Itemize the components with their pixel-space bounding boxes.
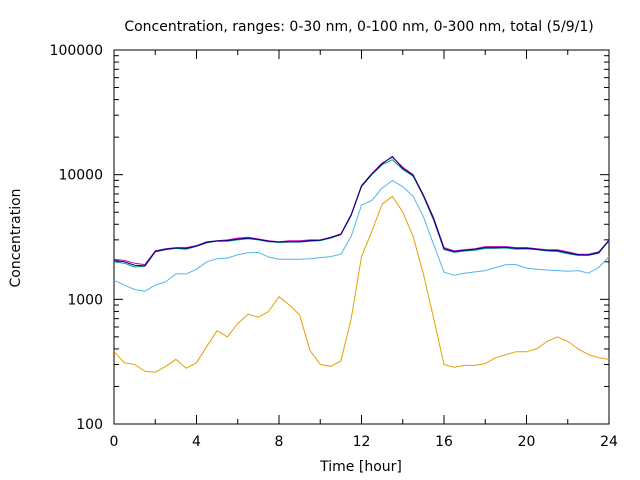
y-axis-label: Concentration: [8, 188, 24, 287]
x-axis-label: Time [hour]: [319, 459, 402, 475]
series-line-3: [113, 159, 610, 268]
chart-title: Concentration, ranges: 0-30 nm, 0-100 nm…: [124, 19, 593, 35]
axis-ticks: [113, 49, 610, 425]
plot-frame: [113, 49, 610, 425]
y-tick-label: 10000: [58, 168, 103, 184]
x-tick-label: 8: [275, 434, 284, 450]
y-tick-label: 1000: [67, 292, 103, 308]
series-line-2: [113, 179, 610, 292]
x-tick-label: 16: [435, 434, 453, 450]
series-line-1: [113, 195, 610, 373]
x-tick-label: 20: [518, 434, 536, 450]
x-tick-label: 12: [353, 434, 371, 450]
series-layer: [113, 155, 610, 373]
x-tick-label: 24: [600, 434, 618, 450]
x-tick-label: 0: [110, 434, 119, 450]
y-tick-label: 100000: [50, 43, 103, 59]
y-tick-label: 100: [76, 417, 103, 433]
tick-labels: 0 4 8 12 16 20 24 100 1000 10000 100000: [50, 43, 618, 450]
series-line-5: [113, 155, 610, 267]
x-tick-label: 4: [192, 434, 201, 450]
